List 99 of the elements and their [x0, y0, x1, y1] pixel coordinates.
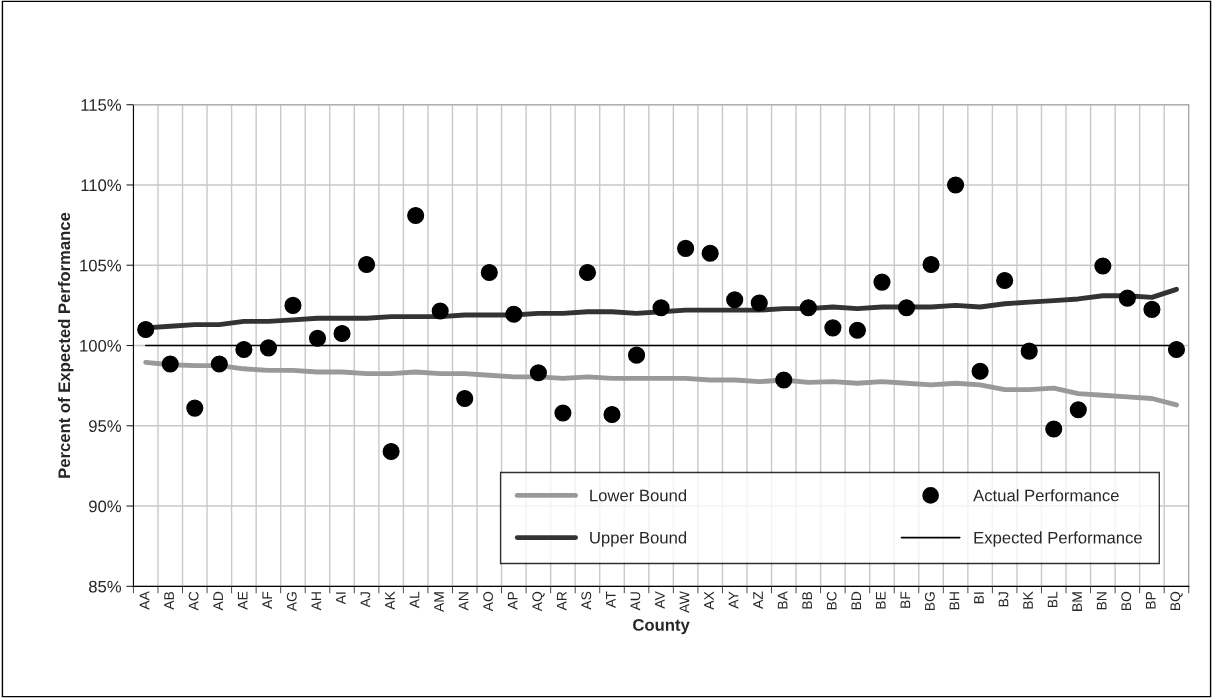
x-tick-label: BH [949, 592, 960, 610]
point [358, 255, 376, 273]
x-tick-label: AO [483, 591, 494, 612]
x-tick-label: BL [1047, 591, 1058, 608]
point [1094, 257, 1112, 275]
point [529, 364, 547, 382]
point [996, 271, 1014, 290]
y-tick-label: 95% [89, 420, 122, 432]
y-tick-label: 85% [88, 580, 122, 593]
point [308, 329, 327, 347]
x-tick-label: BP [1145, 591, 1156, 609]
x-tick-label: AR [556, 591, 567, 611]
point [873, 273, 891, 291]
point [652, 299, 670, 317]
point [922, 255, 940, 273]
x-tick-label: AQ [532, 591, 545, 612]
point [1069, 401, 1087, 419]
legend-label: Expected Performance [974, 531, 1142, 547]
x-tick-label: AF [262, 591, 272, 609]
point [382, 442, 400, 461]
point [284, 296, 302, 314]
y-tick-label: 105% [80, 259, 122, 272]
point [726, 291, 744, 309]
x-tick-label: AS [581, 591, 592, 610]
point [971, 362, 989, 380]
x-tick-label: AY [728, 591, 739, 609]
x-tick-label: AD [213, 591, 223, 611]
x-tick-label: BF [900, 591, 911, 608]
point [505, 305, 523, 323]
x-tick-label: BB [802, 591, 812, 609]
x-tick-label: BN [1096, 592, 1107, 610]
x-tick-label: BD [851, 591, 862, 610]
x-tick-label: AB [164, 591, 174, 610]
x-tick-label: AE [237, 591, 248, 610]
x-tick-label: BI [974, 592, 984, 604]
x-tick-label: AH [311, 592, 322, 611]
point [603, 405, 621, 424]
legend-label: Upper Bound [590, 531, 687, 547]
point [137, 320, 155, 339]
x-tick-label: AU [630, 592, 641, 611]
x-tick-label: AC [188, 591, 199, 611]
point [947, 176, 965, 194]
point [431, 302, 449, 320]
x-tick-label: BJ [998, 592, 1009, 607]
point [456, 389, 474, 408]
point [750, 294, 768, 312]
x-tick-label: AA [139, 591, 150, 610]
x-tick-label: AJ [360, 592, 371, 608]
point [897, 299, 916, 317]
point [1045, 420, 1063, 438]
point [186, 399, 204, 417]
x-tick-label: AM [434, 592, 444, 612]
y-tick-label: 110% [81, 179, 122, 192]
y-tick-label: 115% [81, 99, 122, 111]
x-tick-label: AW [679, 591, 690, 614]
point [480, 263, 498, 282]
x-tick-label: BK [1023, 591, 1033, 609]
point [161, 355, 179, 373]
point [701, 244, 719, 262]
point [677, 239, 695, 257]
x-tick-label: BG [924, 592, 935, 611]
x-tick-label: AZ [753, 591, 763, 609]
point [578, 263, 597, 282]
y-axis-title: Percent of Expected Performance [57, 212, 74, 478]
point [848, 321, 866, 339]
point [235, 340, 253, 359]
x-tick-label: AL [409, 591, 420, 609]
x-tick-label: BM [1072, 592, 1082, 611]
point [1020, 342, 1038, 360]
x-axis-title: County [633, 619, 690, 635]
point [210, 355, 228, 373]
legend-label: Actual Performance [973, 489, 1119, 502]
x-tick-label: BE [876, 591, 886, 609]
point [1143, 300, 1161, 318]
x-tick-label: AN [458, 592, 469, 611]
y-tick-label: 90% [89, 500, 122, 513]
point [1118, 289, 1136, 307]
legend-label: Lower Bound [590, 489, 687, 502]
point [259, 339, 277, 357]
x-tick-label: AG [286, 592, 297, 612]
x-tick-label: BQ [1170, 591, 1183, 611]
x-tick-label: AI [336, 592, 346, 605]
point [1167, 340, 1186, 359]
point [627, 346, 646, 364]
x-tick-label: AT [606, 591, 616, 608]
point [407, 206, 425, 225]
x-tick-label: AV [655, 591, 665, 609]
x-tick-label: AP [507, 591, 518, 610]
point [554, 404, 572, 422]
x-tick-label: BC [826, 591, 837, 610]
point [333, 324, 351, 343]
point [775, 371, 793, 389]
y-tick-label: 100% [80, 339, 122, 352]
x-tick-label: AK [385, 591, 395, 610]
x-tick-label: BO [1121, 591, 1132, 611]
x-tick-label: AX [704, 591, 714, 610]
point [824, 319, 842, 337]
point [799, 299, 817, 317]
x-tick-label: BA [777, 591, 788, 609]
